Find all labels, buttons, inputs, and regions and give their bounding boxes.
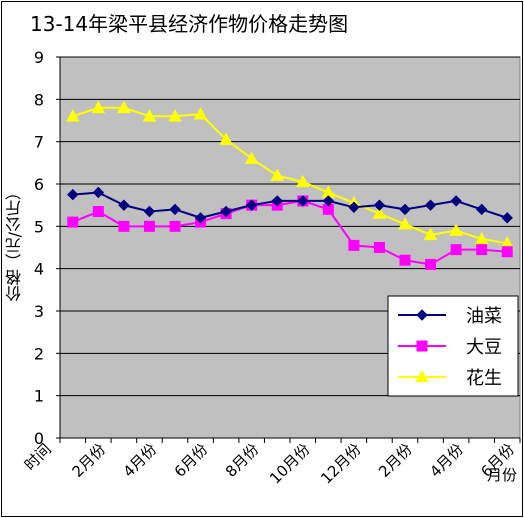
x-axis-label: 月份 [487, 466, 517, 484]
data-point [424, 199, 437, 211]
series-line [72, 106, 508, 245]
x-tick-label: 12月份 [317, 440, 364, 487]
y-tick-label: 1 [34, 387, 44, 406]
y-tick-label: 6 [34, 175, 44, 194]
legend-marker [416, 309, 428, 321]
data-point [193, 107, 208, 120]
data-point [373, 242, 385, 253]
data-point [399, 254, 411, 266]
data-point [194, 212, 207, 224]
chart-title: 13-14年梁平县经济作物价格走势图 [30, 12, 349, 36]
x-tick-label: 时间 [21, 440, 55, 474]
y-tick-label: 8 [34, 90, 44, 109]
y-tick-label: 0 [34, 429, 44, 448]
legend-label: 花生 [466, 368, 502, 389]
y-tick-label: 5 [34, 217, 44, 236]
data-point [118, 220, 130, 232]
data-point [475, 203, 488, 216]
data-point [118, 199, 130, 211]
x-tick-label: 10月份 [266, 440, 313, 487]
data-point [92, 206, 104, 218]
data-point [373, 199, 386, 211]
data-point [295, 174, 310, 188]
data-point [450, 244, 462, 256]
x-tick-label: 6月份 [171, 440, 212, 481]
data-point [501, 246, 513, 258]
data-point [169, 203, 181, 216]
data-point [398, 217, 412, 230]
data-point [169, 220, 181, 232]
x-tick-label: 2月份 [68, 440, 109, 481]
data-point [372, 206, 387, 219]
data-point [168, 109, 182, 122]
data-point [219, 132, 233, 145]
data-point [348, 201, 360, 213]
data-point [143, 205, 156, 218]
legend-marker [416, 340, 428, 352]
data-point [476, 244, 488, 256]
series-0 [67, 186, 513, 224]
x-tick-label: 8月份 [222, 440, 263, 481]
legend-marker [415, 369, 429, 383]
data-point [270, 168, 285, 181]
data-point [348, 239, 360, 251]
series-layer [65, 100, 515, 270]
legend-label: 油菜 [466, 306, 502, 327]
data-point [423, 227, 438, 241]
y-tick-label: 2 [34, 344, 44, 363]
data-point [143, 220, 155, 232]
data-point [142, 109, 157, 122]
data-point [245, 199, 258, 211]
data-point [501, 212, 513, 224]
x-tick-label: 4月份 [120, 440, 161, 481]
data-point [92, 186, 105, 199]
data-point [67, 188, 79, 201]
data-point [91, 100, 106, 114]
data-point [117, 100, 131, 114]
data-point [297, 195, 309, 207]
x-tick-label: 4月份 [426, 440, 467, 481]
x-tick-label: 2月份 [375, 440, 416, 481]
data-point [399, 203, 411, 216]
data-point [450, 195, 462, 207]
legend-label: 大豆 [466, 337, 502, 358]
data-point [67, 216, 79, 228]
data-point [449, 223, 463, 236]
y-tick-label: 4 [34, 260, 44, 279]
data-point [425, 258, 437, 270]
data-point [220, 205, 232, 218]
data-point [474, 232, 489, 245]
y-tick-label: 9 [34, 48, 44, 67]
data-point [244, 151, 259, 164]
y-tick-label: 7 [34, 133, 44, 152]
y-tick-label: 3 [34, 302, 44, 321]
data-point [322, 195, 335, 207]
data-point [65, 109, 80, 122]
data-point [271, 195, 283, 207]
